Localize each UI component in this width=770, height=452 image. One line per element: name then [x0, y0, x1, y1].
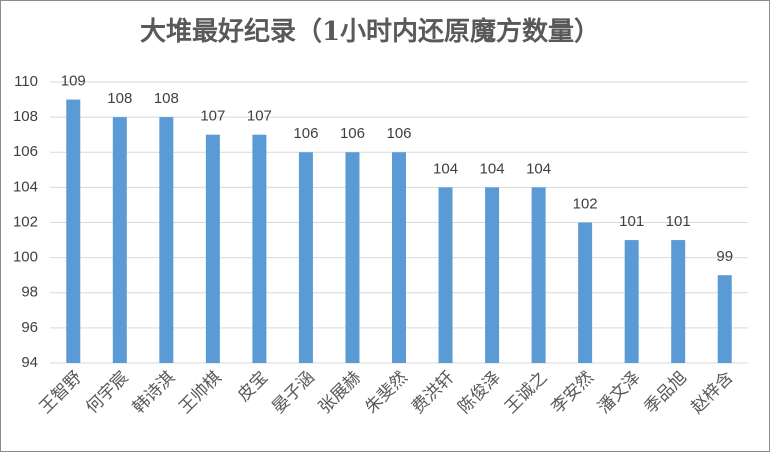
- data-label: 102: [573, 195, 598, 212]
- bar: [578, 222, 593, 363]
- bar: [159, 117, 174, 363]
- data-label: 108: [107, 90, 132, 107]
- bar: [438, 187, 453, 363]
- data-label: 101: [619, 213, 644, 230]
- bar: [345, 152, 360, 363]
- data-label: 109: [61, 73, 86, 90]
- bar: [624, 240, 639, 363]
- data-label: 106: [293, 125, 318, 142]
- y-tick-label: 110: [14, 73, 38, 90]
- bar: [112, 117, 127, 363]
- data-label: 107: [200, 108, 225, 125]
- y-tick-label: 96: [21, 319, 38, 336]
- y-tick-label: 104: [13, 178, 38, 195]
- bar: [671, 240, 686, 363]
- data-label: 108: [154, 90, 179, 107]
- data-label: 104: [433, 160, 458, 177]
- bar: [66, 99, 81, 363]
- bar: [531, 187, 546, 363]
- y-tick-label: 94: [21, 354, 38, 371]
- bar: [205, 134, 220, 363]
- y-tick-label: 100: [13, 249, 38, 266]
- data-label: 104: [526, 160, 551, 177]
- bar: [717, 275, 732, 363]
- bar: [252, 134, 267, 363]
- y-tick-label: 98: [21, 284, 38, 301]
- chart-title: 大堆最好纪录（1小时内还原魔方数量）: [140, 16, 600, 47]
- data-label: 106: [340, 125, 365, 142]
- y-tick-label: 106: [13, 143, 38, 160]
- bar: [298, 152, 313, 363]
- bar: [392, 152, 406, 363]
- bar: [485, 187, 500, 363]
- data-label: 101: [666, 213, 691, 230]
- data-label: 107: [247, 108, 272, 125]
- data-label: 104: [480, 160, 505, 177]
- y-tick-label: 102: [13, 213, 38, 230]
- data-label: 106: [386, 125, 411, 142]
- y-tick-label: 108: [13, 108, 38, 125]
- data-label: 99: [716, 248, 733, 265]
